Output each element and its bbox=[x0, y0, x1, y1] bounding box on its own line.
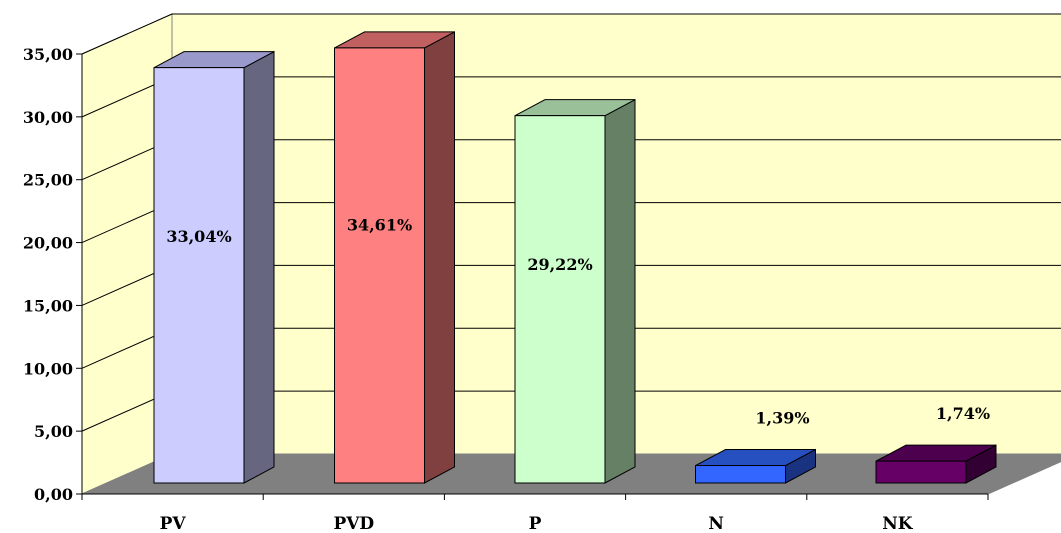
data-label: 1,39% bbox=[755, 409, 809, 428]
y-tick-label: 5,00 bbox=[34, 422, 73, 441]
axes: 0,00 5,00 10,00 15,00 20,00 25,00 30,00 35,00 bbox=[23, 45, 989, 504]
data-label: 29,22% bbox=[527, 255, 592, 274]
bar-pv bbox=[153, 50, 275, 484]
bar-p bbox=[514, 98, 636, 484]
bar-front bbox=[695, 465, 786, 484]
data-label: 33,04% bbox=[166, 227, 231, 246]
y-tick-label: 10,00 bbox=[23, 359, 73, 378]
x-tick-label: PV bbox=[160, 514, 187, 533]
bar-front bbox=[153, 67, 245, 484]
x-tick-label: P bbox=[529, 514, 542, 533]
bar-side bbox=[604, 98, 636, 484]
bar-front bbox=[875, 460, 967, 484]
bar-n bbox=[695, 448, 816, 484]
y-tick-label: 30,00 bbox=[23, 108, 73, 127]
x-tick-label: N bbox=[708, 514, 724, 533]
bar-side bbox=[424, 31, 455, 484]
x-tick-label: PVD bbox=[333, 514, 374, 533]
bar-front bbox=[334, 47, 425, 484]
x-tick-label: NK bbox=[882, 514, 914, 533]
bar-side bbox=[243, 50, 275, 484]
y-tick-label: 15,00 bbox=[23, 296, 73, 315]
data-label: 34,61% bbox=[347, 216, 412, 235]
bar-pvd bbox=[334, 31, 455, 484]
bar-nk bbox=[875, 444, 997, 484]
bars bbox=[153, 31, 997, 484]
gridline bbox=[81, 13, 1061, 55]
labels: PV PVD P N NK 33,04% 34,61% 29,22% 1,39% 1,74% bbox=[160, 216, 990, 533]
y-tick-label: 25,00 bbox=[23, 171, 73, 190]
y-tick-label: 20,00 bbox=[23, 234, 73, 253]
data-label: 1,74% bbox=[936, 404, 990, 423]
y-tick-label: 35,00 bbox=[23, 45, 73, 64]
bar-front bbox=[514, 115, 606, 484]
y-tick-label: 0,00 bbox=[34, 485, 73, 504]
